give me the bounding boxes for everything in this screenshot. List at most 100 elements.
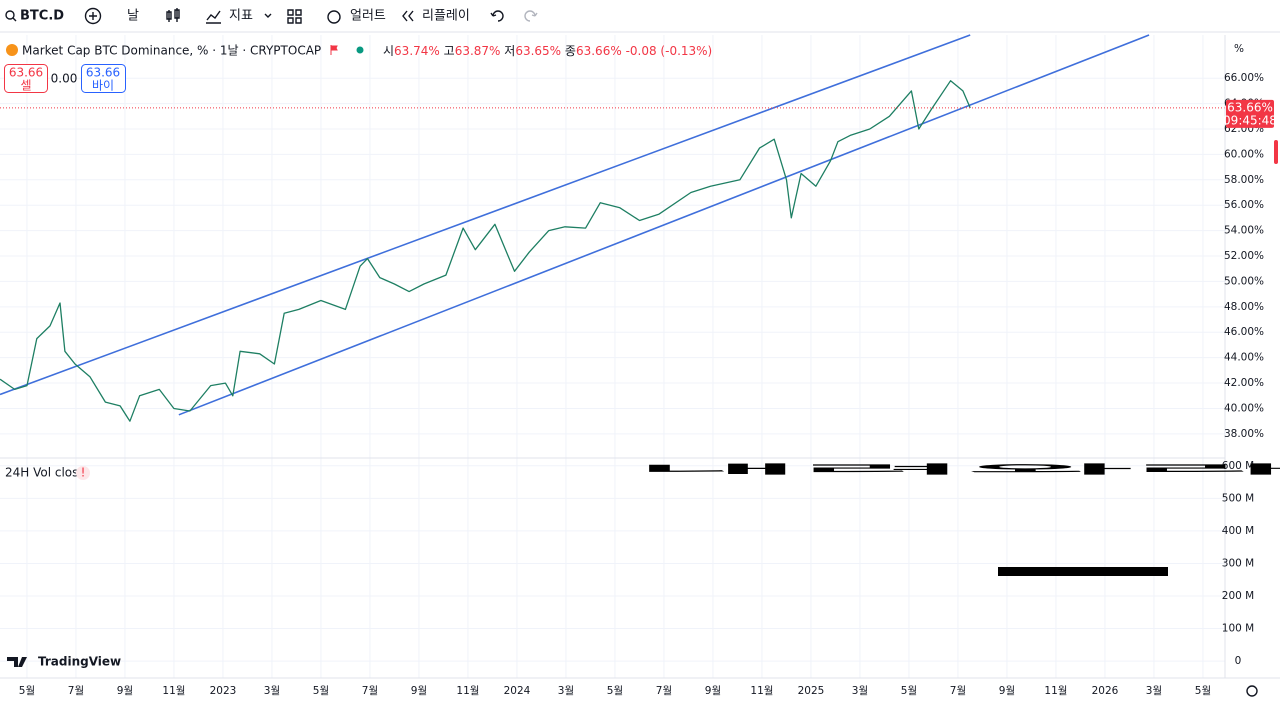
market-status (356, 46, 364, 54)
chart-type-button[interactable] (166, 8, 180, 22)
volume-legend: 24H Vol close (5, 466, 86, 480)
x-tick-label: 11월 (162, 685, 185, 697)
y-tick-label: 52.00% (1224, 250, 1264, 262)
y-tick-label: 40.00% (1224, 402, 1264, 414)
plot (0, 34, 1225, 422)
x-tick-label: 3월 (1146, 685, 1162, 697)
ohlc-value: 63.66% (576, 44, 622, 58)
volume-tick-label: 0 (1235, 655, 1242, 667)
volume-tick-label: 600 M (1222, 460, 1254, 472)
volume-tick-label: 300 M (1222, 557, 1254, 569)
volume-tick-label: 400 M (1222, 525, 1254, 537)
indicators-icon[interactable] (206, 10, 221, 24)
overlay-underline (998, 567, 1168, 576)
x-tick-label: 5월 (313, 685, 329, 697)
x-tick-label: 11월 (750, 685, 773, 697)
search-icon (12, 17, 17, 22)
x-tick-label: 7월 (68, 685, 84, 697)
x-tick-label: 3월 (852, 685, 868, 697)
warning-mark: ! (81, 466, 86, 480)
x-tick-label: 5월 (607, 685, 623, 697)
y-tick-label: 44.00% (1224, 352, 1264, 364)
last-price-box (1226, 99, 1274, 128)
x-tick-label: 3월 (264, 685, 280, 697)
ohlc-label: 저 (504, 44, 515, 58)
scroll-indicator (1274, 140, 1278, 164)
logo-mark (7, 657, 27, 667)
dropdown-icon[interactable] (264, 13, 272, 18)
ohlc: 시63.74% 고63.87% 저63.65% 종63.66% -0.08 (-… (383, 44, 712, 58)
replay-button[interactable]: 리플레이 (422, 9, 470, 24)
ohlc-label: 시 (383, 44, 394, 58)
add-symbol-button[interactable] (84, 7, 102, 25)
volume-tick-label: 100 M (1222, 623, 1254, 635)
x-tick-label: 11월 (456, 685, 479, 697)
x-tick-label: 9월 (411, 685, 427, 697)
search-icon[interactable] (5, 10, 15, 20)
change: -0.08 (-0.13%) (626, 44, 713, 58)
y-tick-label: 42.00% (1224, 377, 1264, 389)
x-tick-label: 2024 (504, 685, 531, 697)
x-tick-label: 9월 (117, 685, 133, 697)
unit-label: % (1234, 43, 1244, 55)
symbol[interactable]: BTC.D (20, 9, 64, 24)
y-tick-label: 48.00% (1224, 301, 1264, 313)
price-line (0, 80, 971, 422)
sell-price: 63.66 (9, 66, 43, 80)
x-tick-label: 9월 (705, 685, 721, 697)
ohlc-label: 고 (444, 44, 455, 58)
undo-button[interactable] (490, 10, 504, 22)
y-tick-label: 56.00% (1224, 199, 1264, 211)
countdown: 09:45:48 (1223, 113, 1277, 127)
alert-icon[interactable] (327, 10, 341, 24)
y-tick-label: 54.00% (1224, 225, 1264, 237)
ohlc-value: 63.65% (515, 44, 561, 58)
y-tick-label: 46.00% (1224, 326, 1264, 338)
buy-label: 바이 (92, 79, 114, 93)
x-tick-label: 5월 (1195, 685, 1211, 697)
y-tick-label: 60.00% (1224, 148, 1264, 160)
x-tick-label: 7월 (950, 685, 966, 697)
alert-button[interactable]: 얼러트 (350, 9, 386, 24)
toolbar (0, 0, 1280, 32)
redo-button[interactable] (524, 10, 538, 22)
x-tick-label: 5월 (901, 685, 917, 697)
volume-tick-label: 200 M (1222, 590, 1254, 602)
settings-button[interactable] (1246, 685, 1258, 697)
x-tick-label: 2026 (1092, 685, 1119, 697)
layout-button[interactable] (287, 9, 302, 24)
x-tick-label: 5월 (19, 685, 35, 697)
indicators-button[interactable]: 지표 (229, 9, 253, 24)
x-tick-label: 11월 (1044, 685, 1067, 697)
add-icon (89, 12, 97, 20)
ohlc-label: 종 (565, 44, 576, 58)
axes: 5월 7월 9월 11월 2023 3월 5월 7월 9월 11월 2024 3월 5월 7월 9월 11월 2… (19, 43, 1277, 697)
logo: TradingView (38, 655, 121, 669)
buy-button[interactable] (81, 64, 126, 93)
buy-price: 63.66 (86, 66, 120, 80)
x-tick-label: 7월 (656, 685, 672, 697)
y-tick-label: 58.00% (1224, 174, 1264, 186)
series-title: Market Cap BTC Dominance, % · 1날 · CRYPT… (22, 44, 321, 58)
symbol-logo (6, 44, 18, 56)
last-price-label: 63.66% (1227, 100, 1273, 114)
volume-tick-label: 500 M (1222, 492, 1254, 504)
spread: 0.00 (51, 72, 78, 86)
x-tick-label: 9월 (999, 685, 1015, 697)
y-tick-label: 38.00% (1224, 428, 1264, 440)
trendline (0, 34, 971, 396)
sell-button[interactable] (4, 64, 48, 93)
x-tick-label: 7월 (362, 685, 378, 697)
overlay-text: 내려와라 (635, 462, 1280, 477)
ohlc-value: 63.74% (394, 44, 440, 58)
flag-icon[interactable] (330, 45, 338, 55)
interval-button[interactable]: 날 (127, 9, 139, 24)
replay-icon[interactable] (402, 10, 414, 22)
sell-label: 셀 (20, 79, 31, 93)
x-tick-label: 2025 (798, 685, 825, 697)
x-tick-label: 2023 (210, 685, 237, 697)
warning-icon[interactable] (76, 466, 90, 480)
